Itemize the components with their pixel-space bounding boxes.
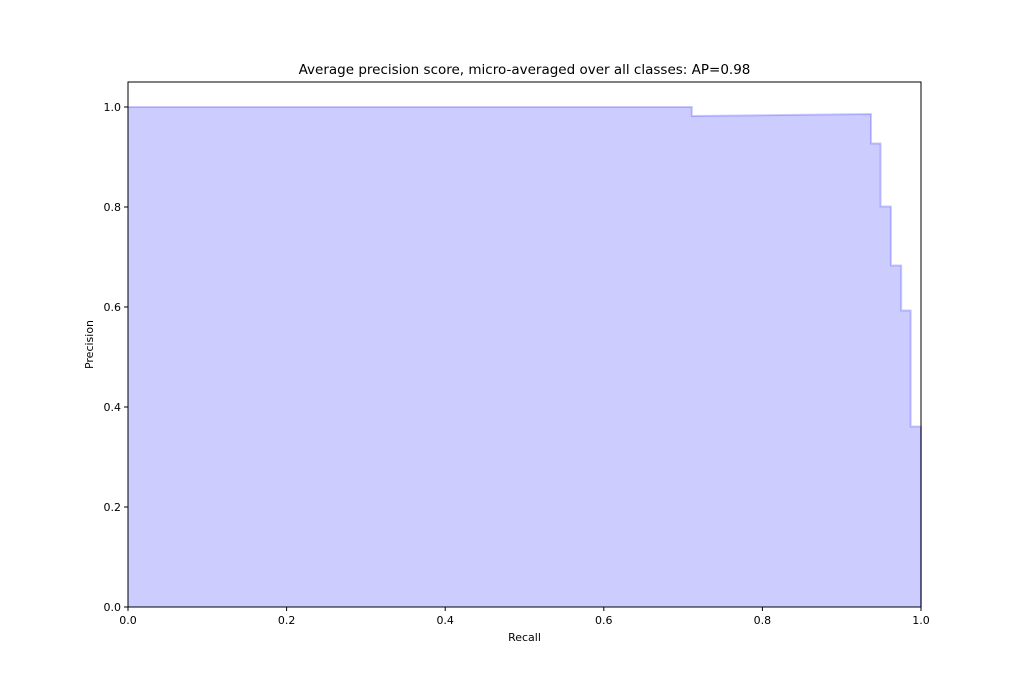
chart-title: Average precision score, micro-averaged … <box>299 62 751 78</box>
x-tick-label: 0.2 <box>278 614 296 627</box>
y-tick-label: 0.2 <box>104 501 122 514</box>
y-tick-label: 0.6 <box>104 301 122 314</box>
x-axis-label: Recall <box>508 631 541 644</box>
x-tick-label: 0.4 <box>436 614 454 627</box>
pr-curve-line <box>128 106 922 607</box>
x-tick-label: 1.0 <box>912 614 930 627</box>
x-tick-label: 0.0 <box>119 614 137 627</box>
axes-frame <box>127 81 922 608</box>
y-tick-label: 0.8 <box>104 201 122 214</box>
y-tick-label: 0.4 <box>104 401 122 414</box>
y-tick-label: 0.0 <box>104 601 122 614</box>
y-tick-label: 1.0 <box>104 101 122 114</box>
axis-ticks: 0.0 0.2 0.4 0.6 0.8 1.0 0.0 0.2 0.4 0.6 0.8 1.0 <box>104 101 930 627</box>
x-tick-label: 0.8 <box>754 614 772 627</box>
x-tick-label: 0.6 <box>595 614 613 627</box>
plot-area <box>128 106 922 607</box>
y-axis-label: Precision <box>83 320 96 369</box>
pr-area-fill <box>128 107 921 607</box>
